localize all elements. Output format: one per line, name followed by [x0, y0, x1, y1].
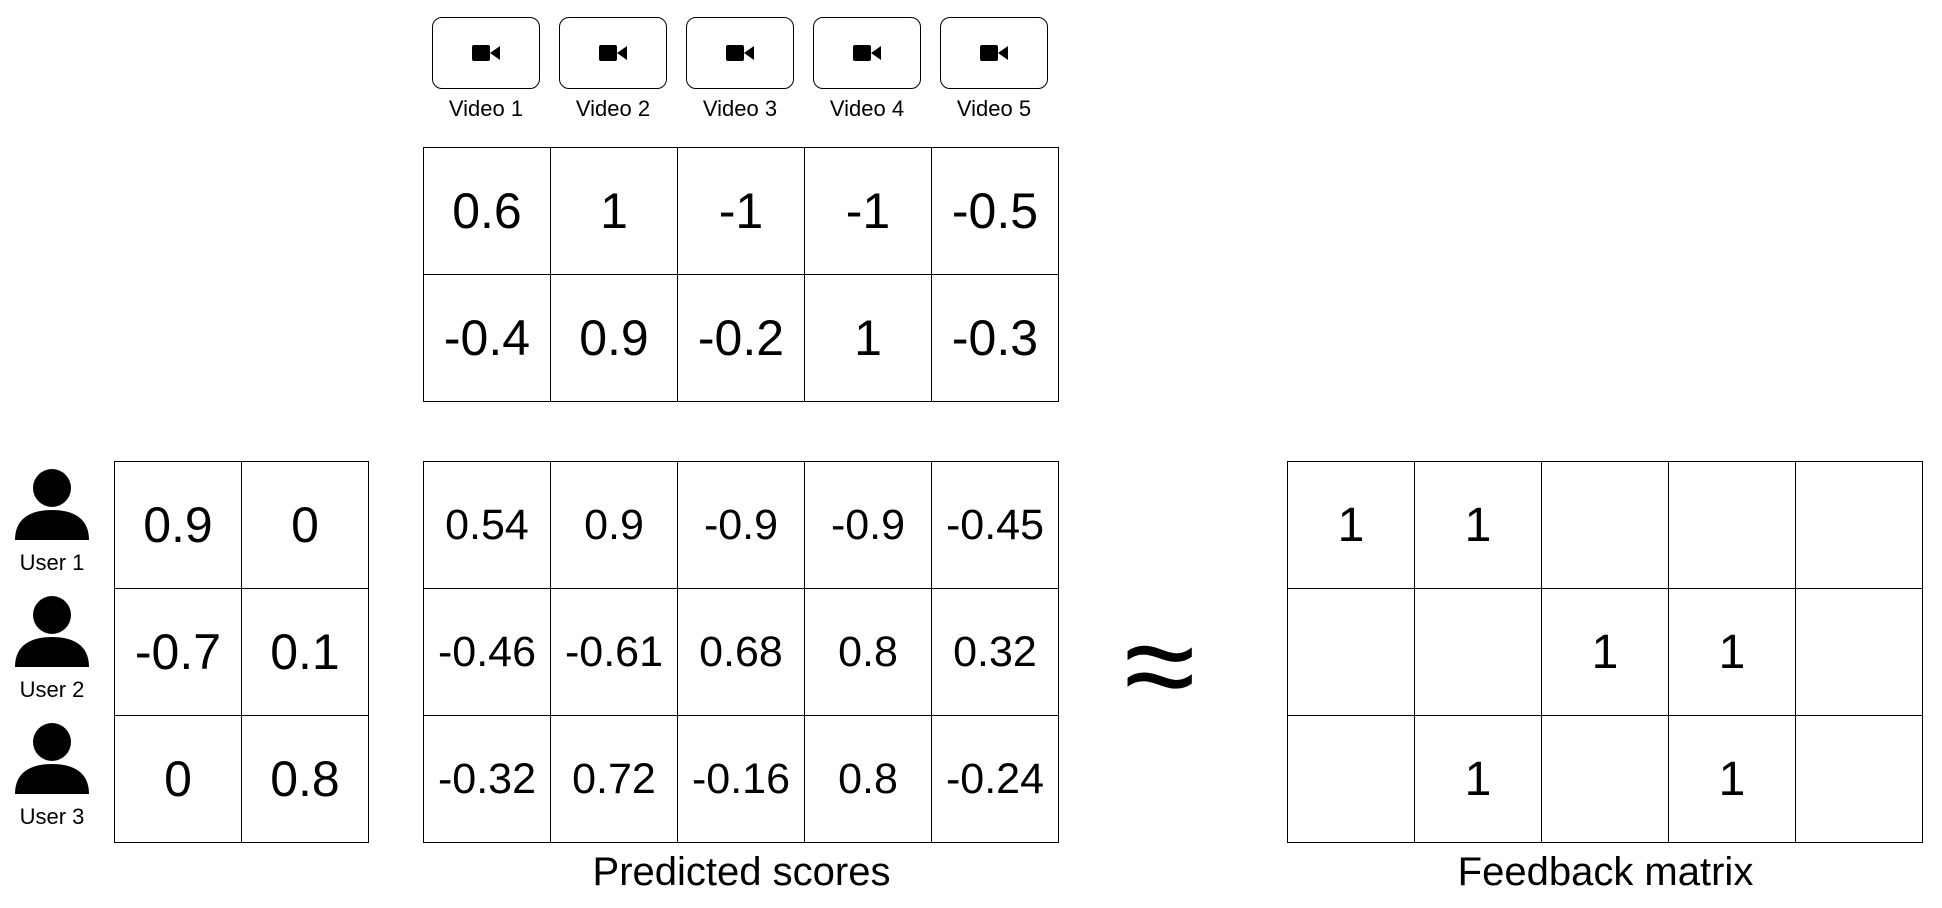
matrix-cell: -1 [805, 148, 932, 275]
matrix-cell: -0.4 [424, 275, 551, 402]
matrix-cell [1796, 716, 1923, 843]
matrix-cell [1542, 716, 1669, 843]
matrix-cell: -0.16 [678, 716, 805, 843]
video-1-box [432, 17, 540, 89]
matrix-cell: 1 [1669, 589, 1796, 716]
matrix-cell [1288, 589, 1415, 716]
matrix-cell: 0.72 [551, 716, 678, 843]
matrix-cell: -0.7 [115, 589, 242, 716]
approx-symbol: ≈ [1124, 592, 1196, 738]
matrix-cell: 0.1 [242, 589, 369, 716]
matrix-cell [1288, 716, 1415, 843]
matrix-cell: -1 [678, 148, 805, 275]
matrix-cell: 0.54 [424, 462, 551, 589]
video-camera-icon [980, 45, 1008, 61]
video-camera-icon [599, 45, 627, 61]
matrix-cell: -0.2 [678, 275, 805, 402]
matrix-cell [1542, 462, 1669, 589]
video-3-box [686, 17, 794, 89]
matrix-cell [1796, 589, 1923, 716]
matrix-cell: -0.46 [424, 589, 551, 716]
feedback-matrix-caption: Feedback matrix [1457, 850, 1754, 894]
user-label: User 1 [19, 550, 85, 575]
video-label: Video 5 [956, 96, 1032, 121]
video-camera-icon [472, 45, 500, 61]
matrix-cell [1669, 462, 1796, 589]
matrix-cell: 0.9 [551, 462, 678, 589]
matrix-cell: 1 [805, 275, 932, 402]
matrix-cell: 1 [1542, 589, 1669, 716]
matrix-cell: 0.32 [932, 589, 1059, 716]
predicted-scores-caption: Predicted scores [592, 850, 891, 894]
matrix-cell: -0.9 [805, 462, 932, 589]
video-label: Video 3 [702, 96, 778, 121]
video-label: Video 1 [448, 96, 524, 121]
matrix-cell [1415, 589, 1542, 716]
matrix-cell: -0.24 [932, 716, 1059, 843]
user-label: User 3 [19, 804, 85, 829]
matrix-cell: 1 [1288, 462, 1415, 589]
video-label: Video 2 [575, 96, 651, 121]
matrix-cell: 1 [551, 148, 678, 275]
item-embedding-matrix: 0.6 1 -1 -1 -0.5 -0.4 0.9 -0.2 1 -0.3 [423, 147, 1059, 402]
matrix-cell: 0 [115, 716, 242, 843]
matrix-cell: 0.8 [805, 589, 932, 716]
matrix-cell: 1 [1415, 716, 1542, 843]
feedback-matrix: 1 1 1 1 1 1 [1287, 461, 1923, 843]
matrix-cell: -0.45 [932, 462, 1059, 589]
matrix-cell [1796, 462, 1923, 589]
user-icon [15, 469, 89, 540]
matrix-cell: -0.5 [932, 148, 1059, 275]
video-camera-icon [726, 45, 754, 61]
matrix-cell: 1 [1415, 462, 1542, 589]
matrix-cell: -0.9 [678, 462, 805, 589]
matrix-cell: 0.8 [242, 716, 369, 843]
user-icon [15, 723, 89, 794]
video-5-box [940, 17, 1048, 89]
user-icon [15, 596, 89, 667]
matrix-cell: 0.9 [551, 275, 678, 402]
matrix-cell: 0 [242, 462, 369, 589]
matrix-cell: 1 [1669, 716, 1796, 843]
matrix-cell: -0.61 [551, 589, 678, 716]
matrix-cell: 0.8 [805, 716, 932, 843]
predicted-scores-matrix: 0.54 0.9 -0.9 -0.9 -0.45 -0.46 -0.61 0.6… [423, 461, 1059, 843]
matrix-cell: 0.9 [115, 462, 242, 589]
video-label: Video 4 [829, 96, 905, 121]
matrix-cell: -0.3 [932, 275, 1059, 402]
matrix-cell: 0.68 [678, 589, 805, 716]
video-camera-icon [853, 45, 881, 61]
user-label: User 2 [19, 677, 85, 702]
video-4-box [813, 17, 921, 89]
user-embedding-matrix: 0.9 0 -0.7 0.1 0 0.8 [114, 461, 369, 843]
matrix-cell: 0.6 [424, 148, 551, 275]
video-2-box [559, 17, 667, 89]
matrix-cell: -0.32 [424, 716, 551, 843]
